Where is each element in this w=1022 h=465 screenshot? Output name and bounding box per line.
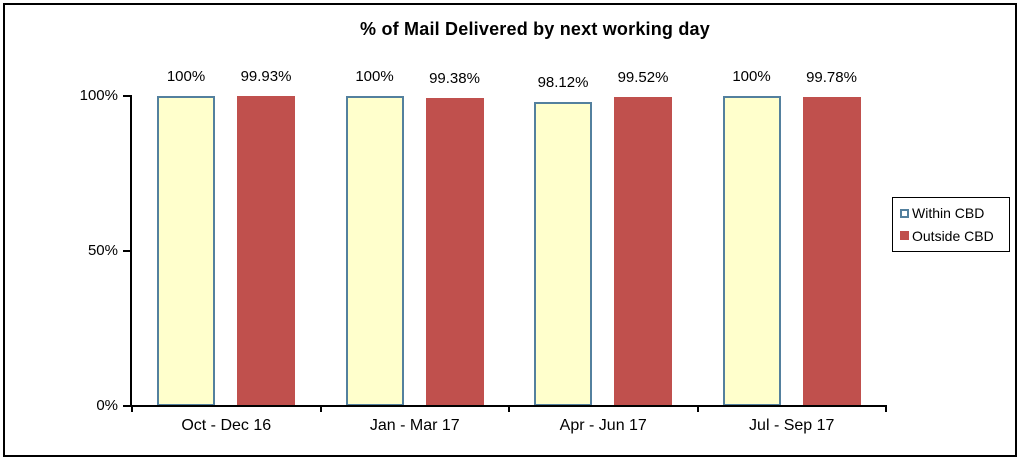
bar-within-cbd-3 (722, 96, 781, 406)
bar-outside-cbd-1 (425, 97, 484, 406)
data-label-outside-cbd-1: 99.38% (429, 69, 480, 87)
data-label-within-cbd-3: 100% (732, 68, 771, 85)
x-axis-line (130, 405, 887, 407)
x-axis-tick-2 (508, 407, 510, 412)
x-axis-tick-3 (696, 407, 699, 412)
y-axis-label-0: 0% (96, 397, 118, 414)
chart-frame (3, 3, 1017, 457)
y-axis-line (130, 95, 132, 407)
x-axis-tick-0 (131, 407, 133, 412)
data-label-within-cbd-1: 100% (355, 68, 394, 85)
x-axis-tick-4 (885, 407, 887, 412)
legend-label-outside-cbd: Outside CBD (912, 227, 994, 244)
category-label-3: Jul - Sep 17 (749, 417, 835, 434)
bar-outside-cbd-0 (237, 96, 295, 406)
data-label-outside-cbd-2: 99.52% (617, 69, 669, 87)
y-axis-label-2: 100% (79, 87, 118, 104)
data-label-within-cbd-0: 100% (166, 68, 206, 85)
legend-label-within-cbd: Within CBD (912, 205, 985, 222)
y-axis-tick-2 (123, 95, 130, 97)
outside-cbd-marker-icon (900, 231, 909, 241)
x-axis-tick-1 (319, 407, 322, 412)
within-cbd-marker-icon (900, 208, 909, 218)
bar-within-cbd-1 (345, 96, 404, 406)
y-axis-label-1: 50% (87, 242, 118, 259)
category-label-0: Oct - Dec 16 (181, 417, 272, 434)
y-axis-tick-0 (123, 405, 130, 407)
data-label-within-cbd-2: 98.12% (537, 73, 589, 91)
category-label-2: Apr - Jun 17 (559, 417, 647, 434)
bar-within-cbd-0 (157, 96, 215, 406)
legend-entry-outside-cbd: Outside CBD (900, 229, 1009, 243)
legend-entry-within-cbd: Within CBD (900, 206, 1009, 220)
y-axis-tick-1 (123, 250, 130, 252)
chart-title: % of Mail Delivered by next working day (360, 19, 710, 39)
data-label-outside-cbd-3: 99.78% (806, 68, 857, 86)
data-label-outside-cbd-0: 99.93% (240, 68, 292, 86)
bar-outside-cbd-3 (802, 96, 861, 406)
category-label-1: Jan - Mar 17 (369, 417, 460, 434)
bar-outside-cbd-2 (614, 97, 672, 406)
legend: Within CBD Outside CBD (892, 197, 1010, 252)
bar-within-cbd-2 (534, 101, 592, 406)
